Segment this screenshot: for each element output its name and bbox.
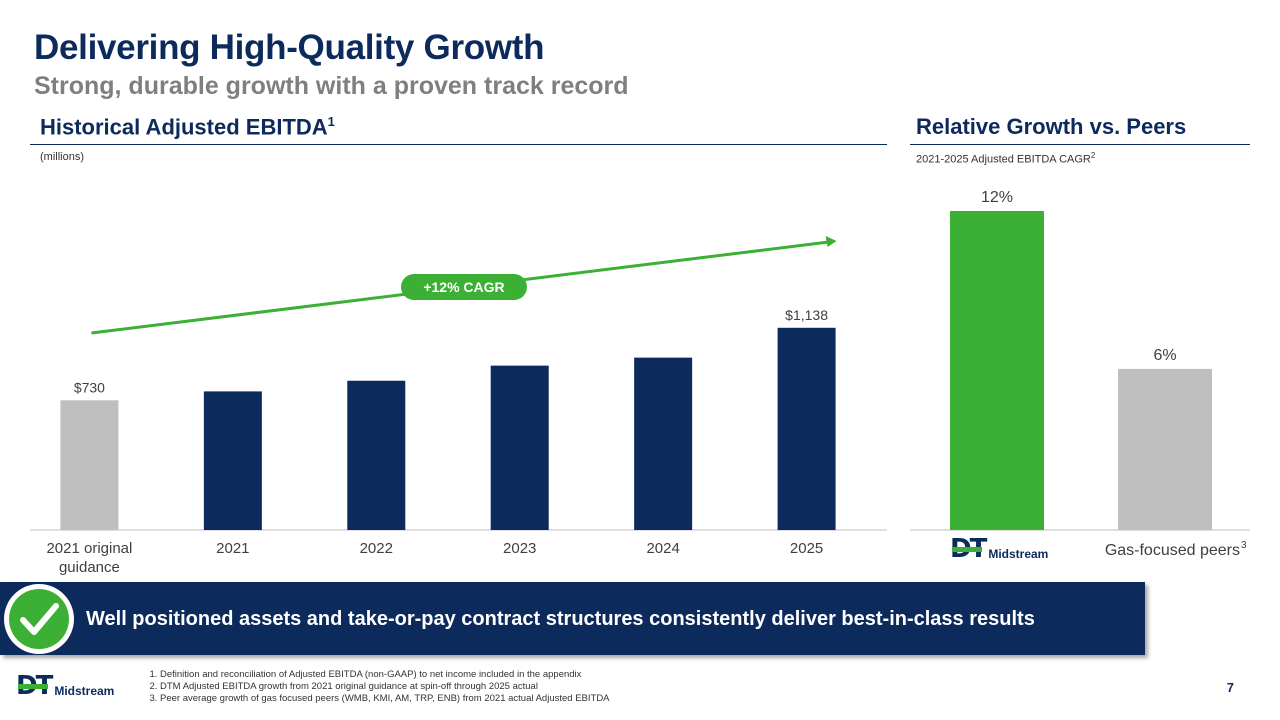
left-section-title-sup: 1: [327, 114, 335, 129]
ebitda-bar-3: [490, 365, 549, 530]
ebitda-category-label-5: 2025: [790, 540, 823, 557]
footnote-2: DTM Adjusted EBITDA growth from 2021 ori…: [160, 681, 610, 693]
unit-note: (millions): [40, 151, 84, 163]
ebitda-category-label-3: 2023: [503, 540, 536, 557]
footer-logo: DT Midstream: [16, 671, 115, 701]
ebitda-bar-5: [777, 327, 836, 530]
checkmark-icon: [9, 589, 69, 649]
right-section-rule: [910, 144, 1250, 145]
ebitda-category-label-2: 2022: [360, 540, 393, 557]
left-section-title-text: Historical Adjusted EBITDA: [40, 114, 328, 140]
ebitda-data-label-5: $1,138: [785, 307, 828, 323]
peer-data-label-1: 6%: [1153, 347, 1176, 364]
peer-category-sup-1: 3: [1241, 540, 1247, 551]
dt-logo-mark: DT: [950, 534, 987, 564]
footer-logo-mark: DT: [16, 671, 53, 701]
cagr-note-text: 2021-2025 Adjusted EBITDA CAGR: [916, 153, 1091, 166]
left-section-rule: [30, 144, 887, 145]
ebitda-category-label-1: 2021: [216, 540, 249, 557]
checkmark-glyph: [20, 603, 59, 635]
banner-text: Well positioned assets and take-or-pay c…: [86, 608, 1035, 630]
page-number: 7: [1226, 680, 1234, 695]
dt-midstream-category-logo: DT Midstream: [950, 534, 1049, 564]
cagr-badge: [401, 274, 527, 300]
cagr-note: 2021-2025 Adjusted EBITDA CAGR2: [916, 151, 1095, 166]
right-section-title: Relative Growth vs. Peers: [916, 114, 1187, 139]
page-subtitle: Strong, durable growth with a proven tra…: [34, 72, 629, 100]
ebitda-category-label-4: 2024: [646, 540, 679, 557]
dt-logo-name: Midstream: [988, 547, 1049, 561]
ebitda-category-label-0: 2021 original: [46, 540, 132, 557]
footer-logo-name: Midstream: [54, 684, 115, 698]
ebitda-bar-2: [347, 380, 406, 530]
ebitda-category-label-0-line2: guidance: [59, 559, 120, 576]
ebitda-bar-0: [60, 400, 119, 530]
footnote-3: Peer average growth of gas focused peers…: [160, 693, 610, 705]
footnotes: Definition and reconciliation of Adjuste…: [140, 669, 610, 706]
footnote-1: Definition and reconciliation of Adjuste…: [160, 669, 610, 681]
cagr-arrow-line: [91, 240, 829, 335]
cagr-badge-text: +12% CAGR: [423, 279, 504, 295]
peer-category-label-1: Gas-focused peers: [1105, 542, 1240, 559]
ebitda-bar-1: [203, 391, 262, 530]
left-section-title: Historical Adjusted EBITDA1: [40, 114, 335, 140]
peer-bar-1: [1118, 368, 1212, 530]
cagr-note-sup: 2: [1090, 151, 1096, 160]
peer-bar-0: [950, 211, 1044, 530]
peer-data-label-0: 12%: [981, 189, 1013, 206]
ebitda-bar-4: [634, 357, 693, 530]
ebitda-data-label-0: $730: [74, 379, 105, 395]
cagr-arrow-head: [825, 236, 837, 247]
page-title: Delivering High-Quality Growth: [34, 28, 545, 67]
key-message-banner: [0, 582, 1145, 655]
